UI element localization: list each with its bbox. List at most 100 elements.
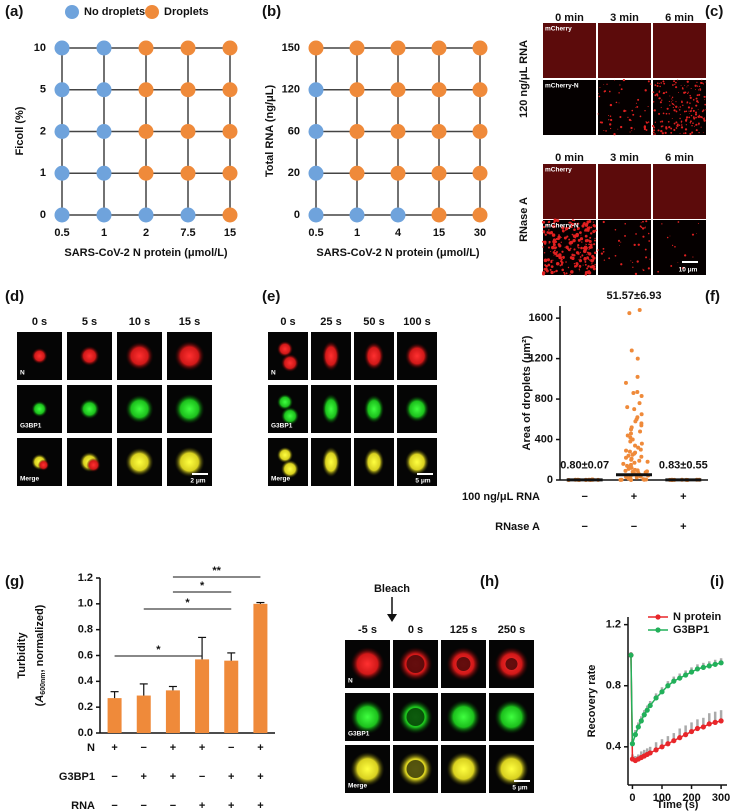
speckle	[702, 82, 704, 84]
speckle	[560, 258, 563, 261]
speckle	[653, 129, 656, 132]
condition-sign: +	[170, 742, 176, 754]
speckle	[615, 101, 618, 104]
legend-label: No droplets	[84, 6, 145, 18]
speckle	[677, 221, 680, 223]
speckle	[676, 124, 679, 127]
data-point	[627, 449, 632, 454]
speckle	[617, 128, 619, 130]
condition-sign: +	[199, 742, 205, 754]
y-tick-label: 5	[40, 84, 46, 96]
x-tick-label: 0	[629, 792, 635, 804]
speckle	[696, 81, 698, 83]
y-axis-label: Area of droplets (μm²)	[521, 335, 533, 450]
speckle	[705, 109, 707, 111]
speckle	[634, 128, 635, 130]
speckle	[670, 101, 672, 103]
row-label: Merge	[271, 476, 291, 483]
droplet	[281, 354, 299, 372]
speckle	[555, 262, 560, 266]
speckle	[631, 130, 633, 132]
bar	[195, 659, 210, 733]
y-tick-label: 20	[288, 167, 300, 179]
marker-label: Bleach	[374, 583, 410, 595]
speckle	[618, 102, 620, 104]
speckle	[664, 131, 667, 134]
bar	[224, 660, 239, 733]
speckle	[668, 100, 670, 103]
speckle	[690, 88, 692, 90]
speckle	[700, 82, 703, 85]
speckle	[590, 259, 594, 263]
data-point	[641, 712, 647, 718]
speckle	[581, 241, 583, 243]
speckle	[567, 248, 571, 252]
speckle	[578, 246, 580, 249]
x-tick-label: 0.5	[308, 227, 323, 239]
speckle	[691, 107, 693, 110]
state-marker	[472, 207, 488, 223]
speckle	[577, 244, 580, 247]
speckle	[571, 253, 574, 257]
legend-marker	[65, 5, 79, 19]
droplet	[405, 396, 429, 422]
speckle	[649, 83, 652, 85]
speckle	[689, 94, 691, 97]
speckle	[683, 254, 687, 257]
data-point	[629, 478, 634, 482]
legend-label: Droplets	[164, 6, 209, 18]
marker-arrowhead	[387, 614, 397, 622]
speckle	[620, 263, 623, 266]
speckle	[702, 117, 704, 119]
speckle	[660, 125, 663, 128]
speckle	[673, 122, 676, 125]
speckle	[675, 127, 678, 129]
y-tick-label: 1.0	[78, 598, 93, 610]
sig-label: *	[156, 644, 161, 656]
speckle	[542, 225, 546, 229]
y-axis-label: Turbidity	[16, 632, 28, 679]
state-marker	[431, 82, 447, 98]
speckle	[642, 235, 645, 238]
speckle	[571, 233, 574, 236]
speckle	[631, 109, 634, 112]
data-point	[659, 689, 665, 695]
speckle	[642, 268, 644, 270]
speckle	[620, 241, 622, 243]
speckle	[583, 230, 586, 232]
speckle	[669, 235, 671, 237]
speckle	[656, 84, 659, 87]
speckle	[673, 109, 676, 112]
speckle	[672, 106, 674, 109]
speckle	[590, 226, 593, 229]
speckle	[661, 132, 664, 135]
data-point	[623, 455, 628, 460]
speckle	[569, 247, 572, 250]
x-tick-label: 4	[395, 227, 402, 239]
speckle	[683, 132, 685, 134]
speckle	[593, 243, 596, 246]
droplet	[322, 447, 340, 477]
state-marker	[308, 165, 324, 181]
speckle	[602, 250, 605, 253]
speckle	[561, 268, 564, 272]
speckle	[674, 246, 676, 248]
speckle	[548, 229, 550, 231]
droplet	[31, 348, 48, 364]
state-marker	[138, 40, 154, 56]
speckle	[677, 262, 679, 264]
speckle	[579, 258, 581, 260]
data-point	[647, 750, 653, 756]
series-line	[630, 655, 722, 744]
speckle	[583, 257, 587, 261]
droplet	[364, 395, 384, 423]
data-point	[688, 669, 695, 675]
speckle	[689, 110, 692, 113]
speckle	[579, 237, 584, 241]
speckle	[673, 80, 676, 83]
speckle	[678, 92, 679, 93]
speckle	[691, 124, 693, 127]
speckle	[575, 233, 577, 236]
condition-label: 100 ng/μL RNA	[462, 491, 540, 503]
speckle	[636, 105, 639, 108]
